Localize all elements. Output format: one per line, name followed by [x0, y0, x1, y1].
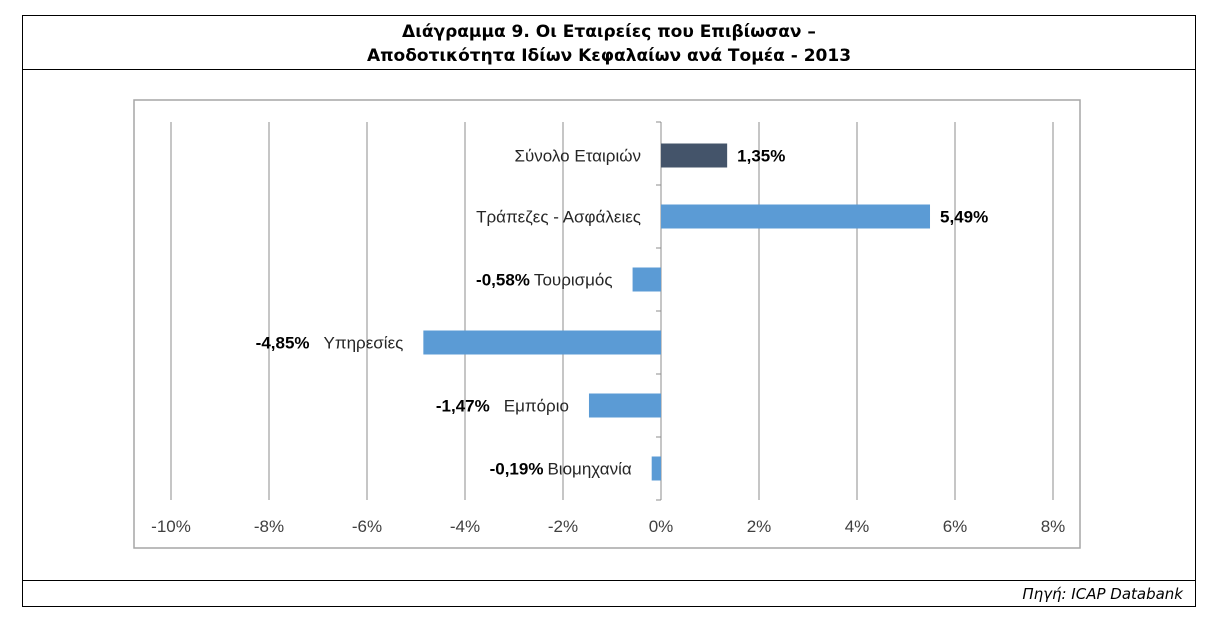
data-label: -1,47%	[436, 397, 490, 416]
x-tick-label: -8%	[254, 517, 284, 536]
bar	[588, 393, 661, 418]
data-label: -4,85%	[256, 334, 310, 353]
chart-title: Διάγραμμα 9. Οι Εταιρείες που Επιβίωσαν …	[23, 16, 1195, 70]
data-label: -0,19%	[490, 460, 544, 479]
x-tick-label: -2%	[548, 517, 578, 536]
x-tick-label: -4%	[450, 517, 480, 536]
bar	[661, 204, 931, 229]
x-tick-label: 4%	[845, 517, 870, 536]
category-label: Τράπεζες - Ασφάλειες	[476, 208, 641, 227]
bar	[651, 456, 661, 481]
category-label: Εμπόριο	[504, 397, 569, 416]
chart-frame: Διάγραμμα 9. Οι Εταιρείες που Επιβίωσαν …	[22, 15, 1196, 607]
x-tick-label: 8%	[1041, 517, 1066, 536]
source-note: Πηγή: ICAP Databank	[23, 580, 1195, 606]
title-line-2: Αποδοτικότητα Ιδίων Κεφαλαίων ανά Τομέα …	[366, 46, 852, 66]
x-tick-label: -10%	[151, 517, 191, 536]
data-label: 5,49%	[940, 208, 988, 227]
category-label: Βιομηχανία	[547, 460, 631, 479]
bar	[423, 330, 661, 355]
plot-area	[133, 99, 1081, 549]
bar	[632, 267, 661, 292]
x-tick-label: 0%	[649, 517, 674, 536]
data-label: 1,35%	[737, 147, 785, 166]
x-tick-label: 2%	[747, 517, 772, 536]
category-label: Σύνολο Εταιριών	[515, 147, 642, 166]
bar	[661, 143, 728, 168]
title-line-1: Διάγραμμα 9. Οι Εταιρείες που Επιβίωσαν …	[402, 22, 816, 42]
data-label: -0,58%	[476, 271, 530, 290]
category-label: Υπηρεσίες	[324, 334, 404, 353]
x-tick-label: -6%	[352, 517, 382, 536]
category-label: Τουρισμός	[534, 271, 613, 290]
x-tick-label: 6%	[943, 517, 968, 536]
